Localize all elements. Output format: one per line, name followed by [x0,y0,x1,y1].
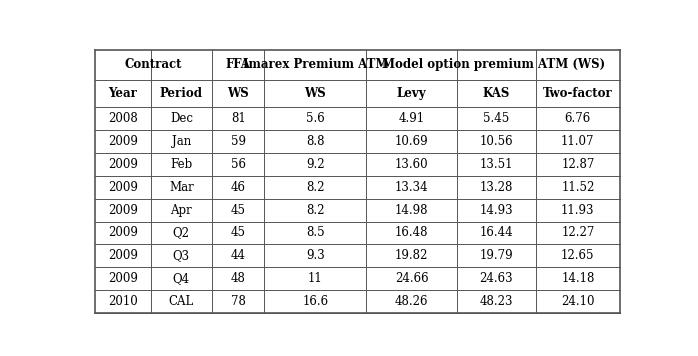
Text: 13.28: 13.28 [480,181,513,194]
Text: 24.10: 24.10 [561,295,595,308]
Text: CAL: CAL [169,295,194,308]
Text: 16.48: 16.48 [395,226,429,239]
Text: 78: 78 [231,295,246,308]
Text: 13.34: 13.34 [395,181,429,194]
Text: 2009: 2009 [108,135,138,148]
Text: 11.93: 11.93 [561,204,595,216]
Text: 44: 44 [231,249,246,262]
Text: 11.52: 11.52 [561,181,595,194]
Text: 24.66: 24.66 [395,272,429,285]
Text: 45: 45 [231,204,246,216]
Text: Imarex Premium ATM: Imarex Premium ATM [243,58,388,71]
Text: 56: 56 [231,158,246,171]
Text: 2009: 2009 [108,204,138,216]
Text: 48.26: 48.26 [395,295,429,308]
Text: 11: 11 [308,272,323,285]
Text: WS: WS [228,87,249,100]
Text: 12.87: 12.87 [561,158,595,171]
Text: 10.69: 10.69 [395,135,429,148]
Text: 46: 46 [231,181,246,194]
Text: 11.07: 11.07 [561,135,595,148]
Text: 19.79: 19.79 [480,249,513,262]
Text: 2010: 2010 [108,295,138,308]
Text: Mar: Mar [169,181,194,194]
Text: WS: WS [304,87,327,100]
Text: 2009: 2009 [108,181,138,194]
Text: 48.23: 48.23 [480,295,513,308]
Text: Two-factor: Two-factor [543,87,613,100]
Text: 12.65: 12.65 [561,249,595,262]
Text: Q2: Q2 [173,226,190,239]
Text: Q3: Q3 [173,249,190,262]
Text: Apr: Apr [170,204,192,216]
Text: FFA: FFA [225,58,251,71]
Text: 5.45: 5.45 [483,112,510,125]
Text: 4.91: 4.91 [399,112,424,125]
Text: 59: 59 [231,135,246,148]
Text: 13.51: 13.51 [480,158,513,171]
Text: 24.63: 24.63 [480,272,513,285]
Text: Levy: Levy [397,87,426,100]
Text: 2009: 2009 [108,249,138,262]
Text: KAS: KAS [482,87,510,100]
Text: 14.93: 14.93 [480,204,513,216]
Text: Contract: Contract [125,58,182,71]
Text: Dec: Dec [170,112,193,125]
Text: 48: 48 [231,272,246,285]
Text: 9.2: 9.2 [306,158,325,171]
Text: 14.18: 14.18 [561,272,595,285]
Text: 9.3: 9.3 [306,249,325,262]
Text: 8.8: 8.8 [306,135,325,148]
Text: 5.6: 5.6 [306,112,325,125]
Text: 12.27: 12.27 [561,226,595,239]
Text: Model option premium ATM (WS): Model option premium ATM (WS) [382,58,605,71]
Text: 10.56: 10.56 [480,135,513,148]
Text: 13.60: 13.60 [395,158,429,171]
Text: 16.44: 16.44 [480,226,513,239]
Text: 6.76: 6.76 [565,112,591,125]
Text: 19.82: 19.82 [395,249,429,262]
Text: Feb: Feb [170,158,193,171]
Text: 14.98: 14.98 [395,204,429,216]
Text: 81: 81 [231,112,246,125]
Text: Period: Period [160,87,203,100]
Text: 16.6: 16.6 [302,295,329,308]
Text: 8.2: 8.2 [306,181,325,194]
Text: 2009: 2009 [108,226,138,239]
Text: 2009: 2009 [108,158,138,171]
Text: 8.2: 8.2 [306,204,325,216]
Text: 2008: 2008 [108,112,138,125]
Text: 45: 45 [231,226,246,239]
Text: Jan: Jan [172,135,191,148]
Text: Year: Year [109,87,138,100]
Text: 8.5: 8.5 [306,226,325,239]
Text: Q4: Q4 [173,272,190,285]
Text: 2009: 2009 [108,272,138,285]
